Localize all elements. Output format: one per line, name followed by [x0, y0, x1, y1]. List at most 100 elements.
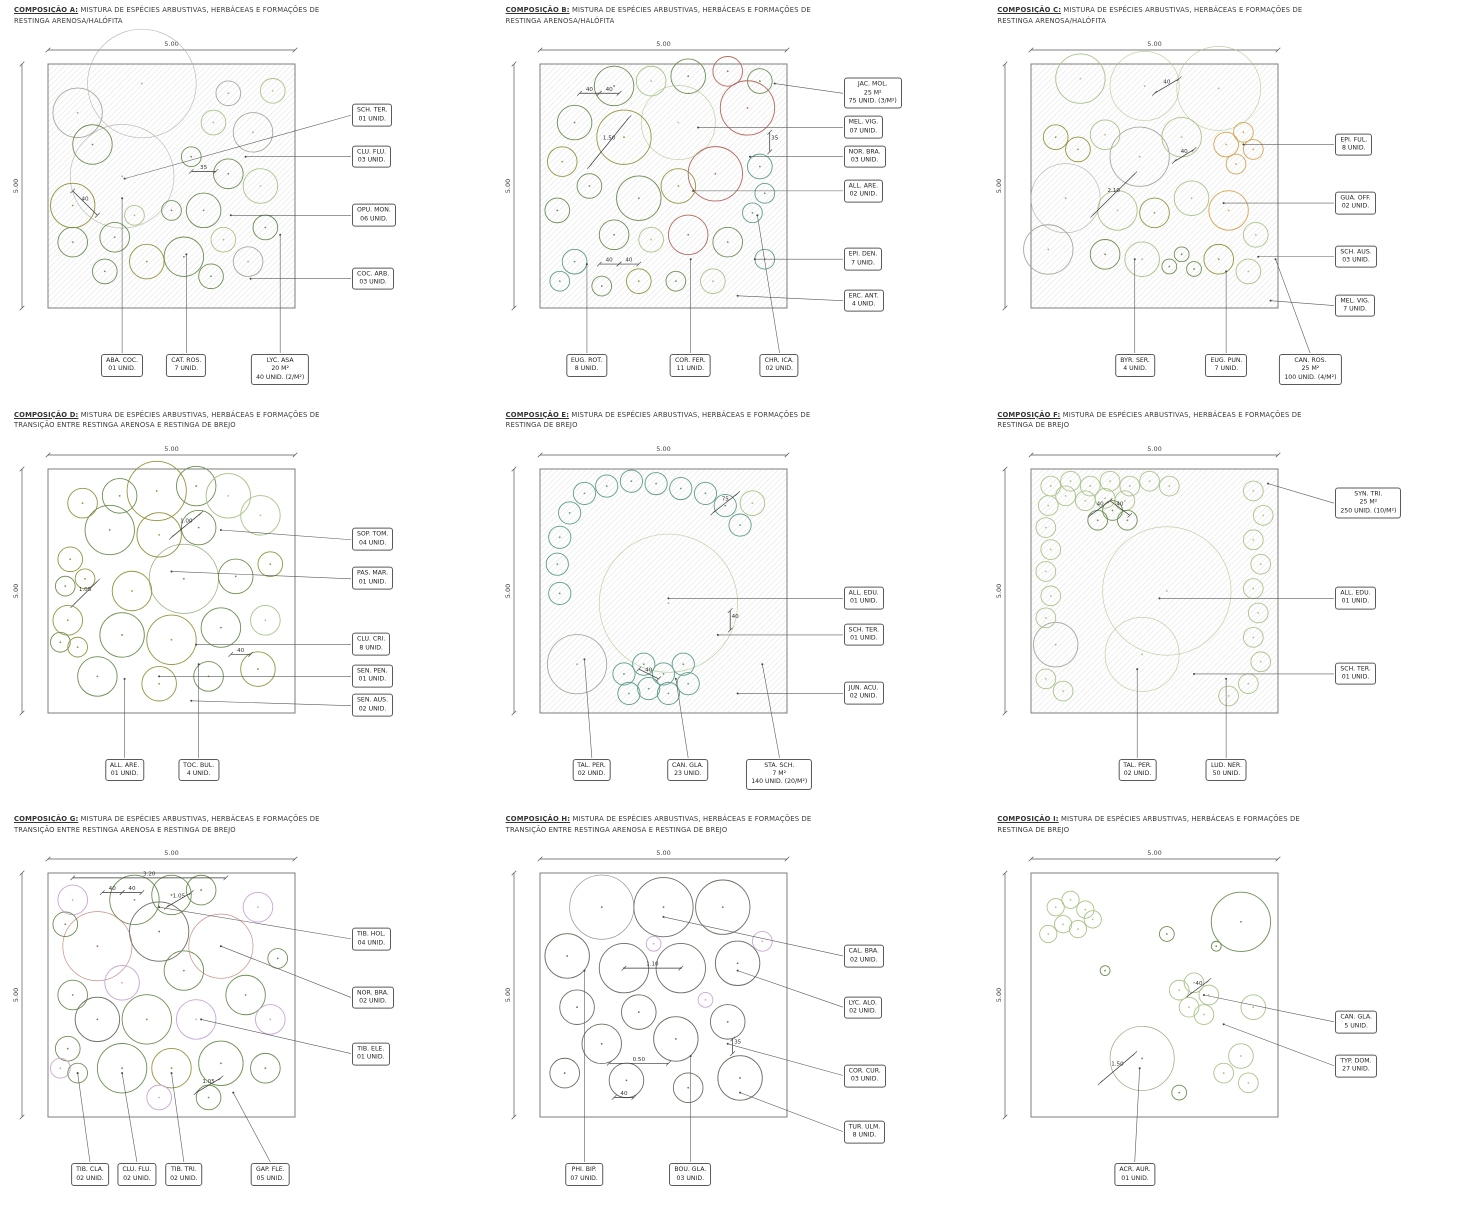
plant-circle — [163, 236, 205, 277]
plant-circle — [625, 268, 652, 294]
inner-dimension-label: 40 — [1164, 79, 1172, 85]
plant-circle — [146, 614, 197, 665]
species-callout-line: 8 UNID. — [852, 1131, 877, 1139]
inner-dimension-label: 3.20 — [143, 872, 156, 878]
dimension-top-label: 5.00 — [656, 445, 670, 453]
plant-circle — [709, 1004, 746, 1040]
species-callout: CAN. GLA. 5 UNID. — [1335, 1010, 1377, 1034]
plant-circle — [1238, 1072, 1260, 1094]
inner-dimension-label: 1.00 — [180, 518, 193, 524]
plant-circle — [1110, 1026, 1175, 1092]
species-callout-line: TAL. PER. — [1123, 761, 1152, 769]
plant-circle — [1203, 243, 1235, 275]
plant-circle — [1119, 475, 1141, 497]
callout-leader — [773, 82, 843, 94]
plant-circle — [561, 248, 588, 275]
species-callout-line: 50 UNID. — [1212, 770, 1241, 778]
inner-dimension: 40 — [70, 188, 100, 218]
species-callout-line: 07 UNID. — [849, 127, 878, 135]
panel-title-code: COMPOSIÇÃO I: — [997, 815, 1059, 824]
plant-circle — [250, 604, 281, 636]
plant-circle — [1090, 239, 1121, 270]
plant-circle — [591, 275, 612, 297]
species-callout-line: 7 M² — [772, 770, 787, 778]
species-callout-line: 02 UNID. — [358, 705, 387, 713]
plant-circle — [1040, 538, 1062, 560]
species-callout-line: 02 UNID. — [849, 190, 878, 198]
species-callout-line: CLU. CRI. — [357, 635, 386, 643]
plant-circle — [1038, 494, 1059, 516]
species-callout-line: 01 UNID. — [1121, 1174, 1149, 1182]
species-callout-line: 02 UNID. — [849, 693, 878, 701]
panel-title-text: MISTURA DE ESPÉCIES ARBUSTIVAS, HERBÁCEA… — [505, 6, 811, 25]
plot-canvas: 5.00 5.00 1.10 0.50 40 35 — [504, 849, 843, 1163]
plant-circle — [1100, 470, 1121, 492]
plant-circle — [67, 487, 98, 519]
panel-title: COMPOSIÇÃO F: MISTURA DE ESPÉCIES ARBUST… — [997, 410, 1317, 431]
callout-leader — [738, 1091, 843, 1133]
plant-circle — [185, 875, 217, 906]
plant-circle — [232, 112, 274, 153]
panel-composition-i: COMPOSIÇÃO I: MISTURA DE ESPÉCIES ARBUST… — [983, 809, 1475, 1214]
plot-square — [47, 468, 296, 714]
panel-title-text: MISTURA DE ESPÉCIES ARBUSTIVAS, HERBÁCEA… — [14, 815, 320, 834]
plant-circle — [576, 173, 602, 199]
plant-circle — [1124, 241, 1161, 277]
species-callout: SCH. AUS. 03 UNID. — [1335, 245, 1377, 269]
plant-circle — [620, 994, 657, 1031]
inner-dimension: 75 — [710, 490, 740, 516]
plant-circle — [92, 258, 118, 285]
panel-composition-f: COMPOSIÇÃO F: MISTURA DE ESPÉCIES ARBUST… — [983, 405, 1475, 810]
plant-circle — [1030, 163, 1101, 234]
species-callout: COC. ARB. 03 UNID. — [352, 267, 395, 291]
dimension-left-label: 5.00 — [995, 179, 1003, 193]
plant-circle — [739, 490, 765, 516]
species-callout-line: COR. CUR. — [848, 1067, 881, 1075]
species-callout: BYR. SER. 4 UNID. — [1115, 354, 1155, 377]
callout-leader — [691, 189, 843, 192]
callout-leader — [674, 677, 689, 758]
species-callout-line: 01 UNID. — [850, 634, 878, 642]
species-callout: CLU. FLU. 02 UNID. — [117, 1163, 157, 1187]
species-callout: CLU. CRI. 8 UNID. — [352, 632, 391, 656]
plant-circle — [635, 65, 667, 97]
species-callout-line: 7 UNID. — [174, 365, 199, 373]
plant-circle — [1139, 197, 1171, 229]
species-callout-line: 8 UNID. — [1341, 144, 1366, 152]
inner-dimension-label: 40 — [625, 258, 633, 264]
species-callout-line: TAL. PER. — [577, 761, 606, 769]
plant-circle — [651, 662, 675, 686]
panel-title-code: COMPOSIÇÃO A: — [14, 6, 79, 14]
plant-circle — [699, 268, 726, 294]
species-callout: CAN. GLA. 23 UNID. — [667, 758, 709, 782]
plant-circle — [1076, 900, 1095, 920]
species-callout-line: ACR. AUR. — [1119, 1166, 1151, 1174]
plant-circle — [180, 509, 217, 545]
inner-dimension: 1.05 — [193, 1075, 224, 1096]
callout-leader — [760, 662, 780, 758]
callout-leader — [689, 1055, 692, 1163]
plant-circle — [77, 655, 118, 697]
species-callout-line: SCH. AUS. — [1340, 248, 1372, 256]
species-callout-line: 7 UNID. — [1214, 365, 1239, 373]
plant-circle — [72, 124, 113, 165]
species-callout: SOP. TOM. 04 UNID. — [352, 528, 394, 551]
callout-leader — [121, 197, 124, 353]
species-callout-line: 07 UNID. — [570, 1174, 598, 1182]
plot-square — [47, 872, 296, 1118]
callout-leader — [185, 253, 188, 353]
plant-circle — [52, 911, 79, 938]
inner-dimension-label: 35 — [200, 165, 208, 171]
panel-title-code: COMPOSIÇÃO H: — [505, 815, 571, 824]
callout-leader — [123, 114, 352, 180]
plant-circle — [633, 877, 694, 938]
species-callout-line: EPI. DEN. — [848, 250, 878, 258]
species-callout: LYC. ASA 20 M² 40 UNID. (2/M²) — [251, 354, 310, 386]
panel-title-code: COMPOSIÇÃO G: — [14, 815, 79, 824]
inner-dimension: 1.50 — [586, 115, 632, 170]
inner-dimension: 35 — [766, 129, 778, 155]
plot-canvas: 5.00 5.00 40 40 — [995, 445, 1335, 758]
plant-circle — [1065, 136, 1092, 163]
species-callout-line: 250 UNID. (10/M²) — [1340, 506, 1397, 514]
plant-circle — [1211, 941, 1222, 952]
